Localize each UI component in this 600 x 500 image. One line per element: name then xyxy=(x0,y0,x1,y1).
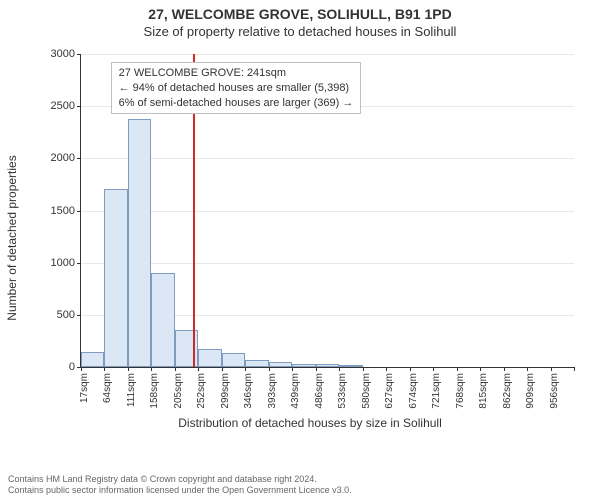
ytick-label: 0 xyxy=(69,361,81,373)
xtick-label: 111sqm xyxy=(126,373,137,407)
xtick-label: 533sqm xyxy=(337,373,348,409)
xtick-mark xyxy=(292,367,293,371)
xtick-mark xyxy=(175,367,176,371)
xtick-mark xyxy=(386,367,387,371)
xtick-label: 768sqm xyxy=(455,373,466,409)
xtick-mark xyxy=(151,367,152,371)
x-axis-label: Distribution of detached houses by size … xyxy=(178,416,441,430)
xtick-mark xyxy=(128,367,129,371)
xtick-mark xyxy=(245,367,246,371)
ytick-label: 2500 xyxy=(51,100,81,112)
annotation-line-2: ← 94% of detached houses are smaller (5,… xyxy=(119,81,354,96)
footer-line-1: Contains HM Land Registry data © Crown c… xyxy=(8,474,352,485)
xtick-mark xyxy=(198,367,199,371)
xtick-mark xyxy=(410,367,411,371)
xtick-label: 674sqm xyxy=(408,373,419,409)
xtick-mark xyxy=(339,367,340,371)
xtick-label: 862sqm xyxy=(502,373,513,409)
histogram-bar xyxy=(292,364,315,367)
histogram-bar xyxy=(81,352,104,367)
footer-attribution: Contains HM Land Registry data © Crown c… xyxy=(8,474,352,497)
gridline xyxy=(81,54,574,55)
chart-container: Number of detached properties 0500100015… xyxy=(40,48,580,428)
annotation-box: 27 WELCOMBE GROVE: 241sqm ← 94% of detac… xyxy=(111,62,362,115)
xtick-label: 252sqm xyxy=(196,373,207,409)
xtick-label: 815sqm xyxy=(478,373,489,409)
histogram-bar xyxy=(151,273,174,367)
plot-area: 05001000150020002500300017sqm64sqm111sqm… xyxy=(80,54,574,368)
ytick-label: 500 xyxy=(57,309,81,321)
histogram-bar xyxy=(222,353,245,367)
xtick-mark xyxy=(457,367,458,371)
histogram-bar xyxy=(198,349,221,367)
xtick-label: 627sqm xyxy=(384,373,395,409)
xtick-mark xyxy=(504,367,505,371)
xtick-label: 721sqm xyxy=(431,373,442,409)
xtick-label: 909sqm xyxy=(525,373,536,409)
xtick-label: 205sqm xyxy=(173,373,184,409)
footer-line-2: Contains public sector information licen… xyxy=(8,485,352,496)
xtick-mark xyxy=(527,367,528,371)
histogram-bar xyxy=(269,362,292,367)
xtick-label: 439sqm xyxy=(290,373,301,409)
xtick-mark xyxy=(574,367,575,371)
gridline xyxy=(81,158,574,159)
y-axis-label: Number of detached properties xyxy=(5,155,19,320)
annotation-line-3: 6% of semi-detached houses are larger (3… xyxy=(119,96,354,111)
histogram-bar xyxy=(104,189,127,367)
xtick-mark xyxy=(104,367,105,371)
histogram-bar xyxy=(339,365,362,367)
xtick-mark xyxy=(222,367,223,371)
ytick-label: 2000 xyxy=(51,152,81,164)
xtick-label: 64sqm xyxy=(102,373,113,403)
ytick-label: 1000 xyxy=(51,257,81,269)
ytick-label: 3000 xyxy=(51,48,81,60)
page-root: 27, WELCOMBE GROVE, SOLIHULL, B91 1PD Si… xyxy=(0,0,600,500)
xtick-label: 393sqm xyxy=(267,373,278,409)
gridline xyxy=(81,211,574,212)
xtick-label: 486sqm xyxy=(314,373,325,409)
xtick-mark xyxy=(316,367,317,371)
xtick-mark xyxy=(480,367,481,371)
xtick-label: 346sqm xyxy=(243,373,254,409)
ytick-label: 1500 xyxy=(51,205,81,217)
xtick-mark xyxy=(81,367,82,371)
histogram-bar xyxy=(245,360,268,367)
gridline xyxy=(81,263,574,264)
xtick-mark xyxy=(363,367,364,371)
xtick-label: 158sqm xyxy=(149,373,160,409)
annotation-line-1: 27 WELCOMBE GROVE: 241sqm xyxy=(119,66,354,81)
xtick-label: 299sqm xyxy=(220,373,231,409)
page-title: 27, WELCOMBE GROVE, SOLIHULL, B91 1PD xyxy=(0,0,600,22)
page-subtitle: Size of property relative to detached ho… xyxy=(0,22,600,39)
xtick-mark xyxy=(551,367,552,371)
xtick-mark xyxy=(433,367,434,371)
histogram-bar xyxy=(316,364,339,367)
xtick-label: 580sqm xyxy=(361,373,372,409)
xtick-mark xyxy=(269,367,270,371)
histogram-bar xyxy=(128,119,151,367)
xtick-label: 956sqm xyxy=(549,373,560,409)
xtick-label: 17sqm xyxy=(79,373,90,403)
